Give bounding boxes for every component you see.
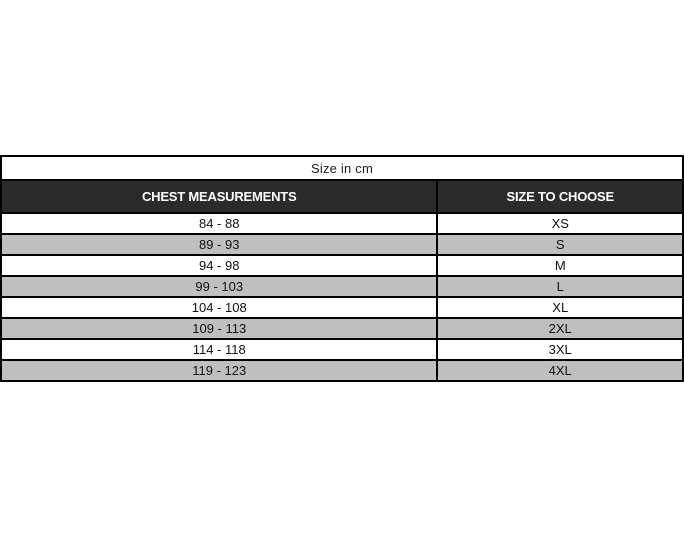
size-cell: M xyxy=(436,254,684,277)
size-cell: 3XL xyxy=(436,338,684,361)
table-row: 119 - 123 4XL xyxy=(0,359,684,382)
chest-range-cell: 89 - 93 xyxy=(0,233,439,256)
size-cell: S xyxy=(436,233,684,256)
table-title-row: Size in cm xyxy=(0,155,684,181)
chest-range-cell: 84 - 88 xyxy=(0,212,439,235)
column-header-size-to-choose: SIZE TO CHOOSE xyxy=(436,179,684,214)
size-cell: L xyxy=(436,275,684,298)
size-cell: XL xyxy=(436,296,684,319)
table-row: 109 - 113 2XL xyxy=(0,317,684,340)
size-chart-table: Size in cm CHEST MEASUREMENTS SIZE TO CH… xyxy=(0,155,684,382)
table-row: 99 - 103 L xyxy=(0,275,684,298)
table-row: 89 - 93 S xyxy=(0,233,684,256)
table-row: 94 - 98 M xyxy=(0,254,684,277)
chest-range-cell: 104 - 108 xyxy=(0,296,439,319)
size-cell: XS xyxy=(436,212,684,235)
chest-range-cell: 114 - 118 xyxy=(0,338,439,361)
chest-range-cell: 99 - 103 xyxy=(0,275,439,298)
table-row: 114 - 118 3XL xyxy=(0,338,684,361)
chest-range-cell: 109 - 113 xyxy=(0,317,439,340)
table-row: 84 - 88 XS xyxy=(0,212,684,235)
table-title: Size in cm xyxy=(0,155,684,181)
table-row: 104 - 108 XL xyxy=(0,296,684,319)
size-cell: 2XL xyxy=(436,317,684,340)
chest-range-cell: 119 - 123 xyxy=(0,359,439,382)
table-header-row: CHEST MEASUREMENTS SIZE TO CHOOSE xyxy=(0,179,684,214)
chest-range-cell: 94 - 98 xyxy=(0,254,439,277)
size-cell: 4XL xyxy=(436,359,684,382)
column-header-chest-measurements: CHEST MEASUREMENTS xyxy=(0,179,439,214)
